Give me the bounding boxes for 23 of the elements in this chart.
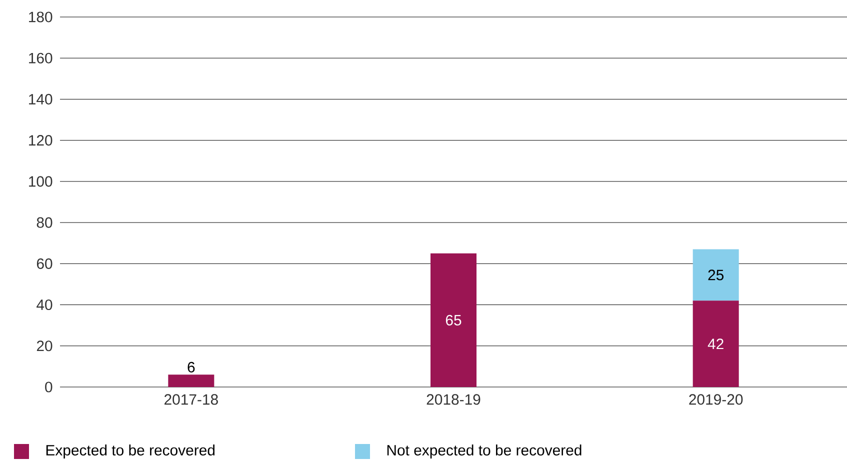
y-tick-label: 180 (29, 12, 52, 22)
y-tick-label: 140 (29, 94, 52, 105)
y-tick-label: 80 (36, 217, 52, 228)
bar (168, 374, 214, 387)
y-tick-label: 100 (29, 176, 52, 187)
x-tick-label: 2018-19 (426, 394, 480, 405)
data-label: 65 (446, 314, 462, 326)
y-tick-label: 0 (45, 382, 52, 392)
legend-label: Expected to be recovered (46, 444, 215, 458)
legend-label: Not expected to be recovered (387, 444, 582, 458)
y-tick-label: 40 (36, 299, 52, 310)
data-label: 25 (708, 270, 724, 280)
y-tick-label: 20 (36, 340, 52, 352)
bar (692, 249, 739, 301)
y-tick-label: 160 (29, 52, 52, 64)
x-tick-label: 2019-20 (689, 394, 743, 405)
bar (430, 253, 477, 387)
data-label: 6 (188, 362, 195, 372)
data-label: 42 (708, 338, 724, 350)
x-tick-label: 2017-18 (164, 394, 218, 405)
y-tick-label: 120 (29, 135, 52, 146)
y-tick-label: 60 (36, 258, 52, 269)
bar (692, 300, 739, 387)
